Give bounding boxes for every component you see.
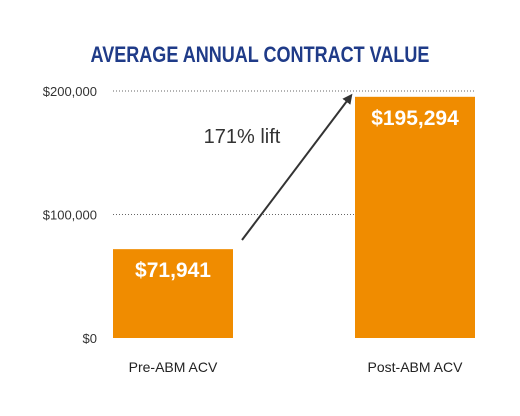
gridlines (113, 90, 475, 215)
lift-arrow (241, 93, 353, 241)
bar-value-label: $195,294 (371, 107, 459, 130)
x-category-label: Post-ABM ACV (368, 359, 464, 375)
y-tick-label: $0 (83, 331, 97, 346)
x-axis-categories: Pre-ABM ACV Post-ABM ACV (129, 359, 463, 375)
y-tick-label: $200,000 (43, 84, 97, 99)
bar-value-label: $71,941 (135, 259, 211, 282)
bar (355, 96, 475, 338)
lift-annotation: 171% lift (204, 126, 281, 148)
chart-title: AVERAGE ANNUAL CONTRACT VALUE (91, 43, 430, 67)
bar (113, 249, 233, 338)
x-category-label: Pre-ABM ACV (129, 359, 218, 375)
y-axis-ticks: $0 $100,000 $200,000 (43, 84, 97, 346)
y-tick-label: $100,000 (43, 208, 97, 223)
bars: $71,941 $195,294 (113, 96, 475, 338)
